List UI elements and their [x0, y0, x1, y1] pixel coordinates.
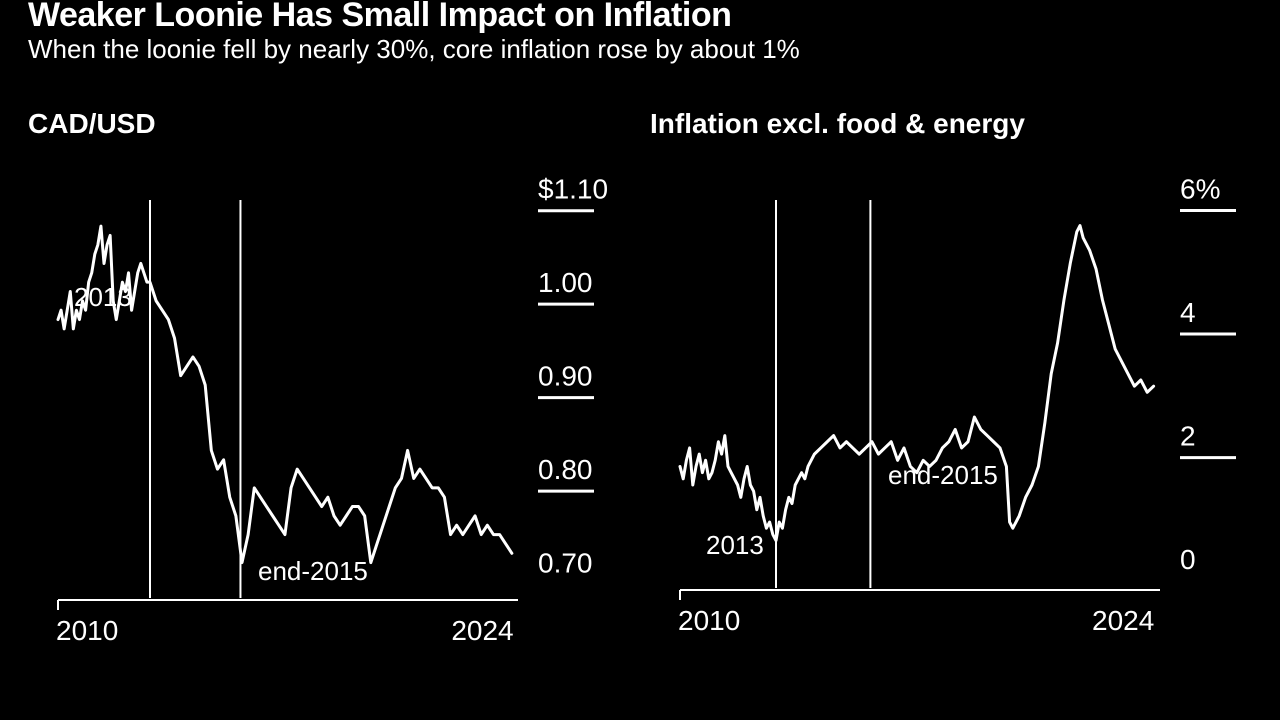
chart-left-svg: 2010 2024 $1.10 1.00 0.90 0.80 0.70 — [28, 150, 608, 670]
svg-text:2010: 2010 — [678, 605, 740, 636]
chart-right-title: Inflation excl. food & energy — [650, 108, 1025, 140]
chart-left: CAD/USD — [28, 108, 156, 140]
svg-text:2024: 2024 — [451, 615, 513, 646]
svg-text:0.70: 0.70 — [538, 548, 593, 579]
svg-text:1.00: 1.00 — [538, 267, 593, 298]
svg-text:4: 4 — [1180, 297, 1196, 328]
chart-right: Inflation excl. food & energy — [650, 108, 1025, 140]
annotation-end-2015: end-2015 — [888, 460, 998, 491]
svg-text:0.90: 0.90 — [538, 361, 593, 392]
annotation-end-2015: end-2015 — [258, 556, 368, 587]
chart-subtitle: When the loonie fell by nearly 30%, core… — [28, 34, 800, 65]
chart-title: Weaker Loonie Has Small Impact on Inflat… — [28, 0, 731, 35]
svg-text:$1.10: $1.10 — [538, 174, 608, 205]
chart-left-title: CAD/USD — [28, 108, 156, 140]
svg-text:6%: 6% — [1180, 174, 1220, 205]
svg-text:2024: 2024 — [1092, 605, 1154, 636]
svg-text:2: 2 — [1180, 421, 1196, 452]
annotation-2013: 2013 — [706, 530, 764, 561]
svg-text:2010: 2010 — [56, 615, 118, 646]
svg-text:0: 0 — [1180, 544, 1196, 575]
chart-right-svg: 2010 2024 6% 4 2 0 — [650, 150, 1250, 670]
annotation-2013: 2013 — [74, 282, 132, 313]
svg-text:0.80: 0.80 — [538, 454, 593, 485]
